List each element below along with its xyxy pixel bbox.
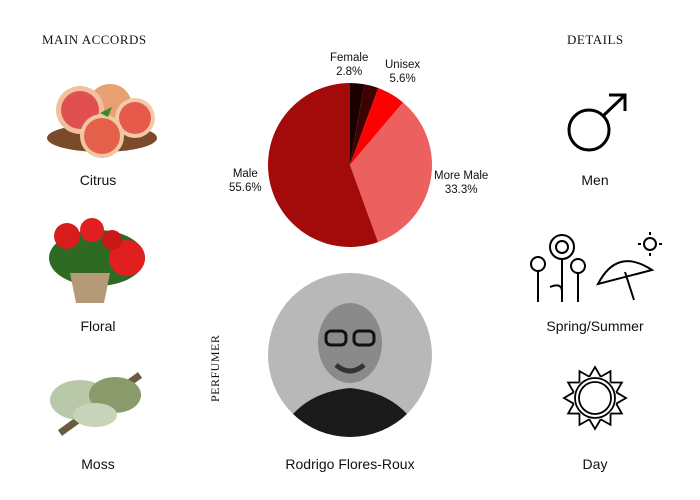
pie-slice: [350, 84, 379, 165]
slice-value: 33.3%: [444, 184, 478, 196]
citrus-fruit-image: [47, 84, 157, 158]
accord-label: Moss: [81, 456, 115, 472]
slice-value: 2.8%: [336, 66, 363, 78]
geranium-flower-image: [49, 218, 145, 303]
pie-label-unisex: Unisex 5.6%: [385, 58, 420, 86]
pie-slice: [350, 88, 404, 165]
moss-image: [50, 372, 143, 436]
pie-slice: [350, 102, 432, 243]
detail-label: Day: [582, 456, 608, 472]
gender-pie-chart: [267, 83, 432, 248]
main-accords-heading: MAIN ACCORDS: [42, 32, 147, 47]
detail-label: Men: [581, 172, 609, 188]
perfumer-photo: [268, 273, 432, 437]
slice-label: Female: [330, 52, 369, 64]
sun-icon: [562, 365, 628, 431]
slice-value: 5.6%: [389, 73, 416, 85]
pie-label-female: Female 2.8%: [330, 51, 368, 79]
pie-slice: [350, 83, 365, 165]
accord-label: Floral: [80, 318, 116, 334]
perfumer-name: Rodrigo Flores-Roux: [285, 456, 415, 472]
male-symbol-icon: [567, 93, 627, 152]
pie-label-more-male: More Male 33.3%: [434, 169, 488, 197]
pie-slice: [267, 83, 378, 248]
accord-label: Citrus: [79, 172, 117, 188]
slice-value: 55.6%: [229, 182, 262, 194]
perfumer-heading: PERFUMER: [208, 334, 222, 402]
slice-label: More Male: [434, 170, 489, 182]
slice-label: Male: [232, 168, 258, 180]
slice-label: Unisex: [385, 59, 421, 71]
detail-label: Spring/Summer: [546, 318, 644, 334]
details-heading: DETAILS: [567, 32, 624, 47]
flowers-umbrella-sun-icon: [530, 232, 662, 302]
pie-label-male: Male 55.6%: [229, 167, 262, 195]
